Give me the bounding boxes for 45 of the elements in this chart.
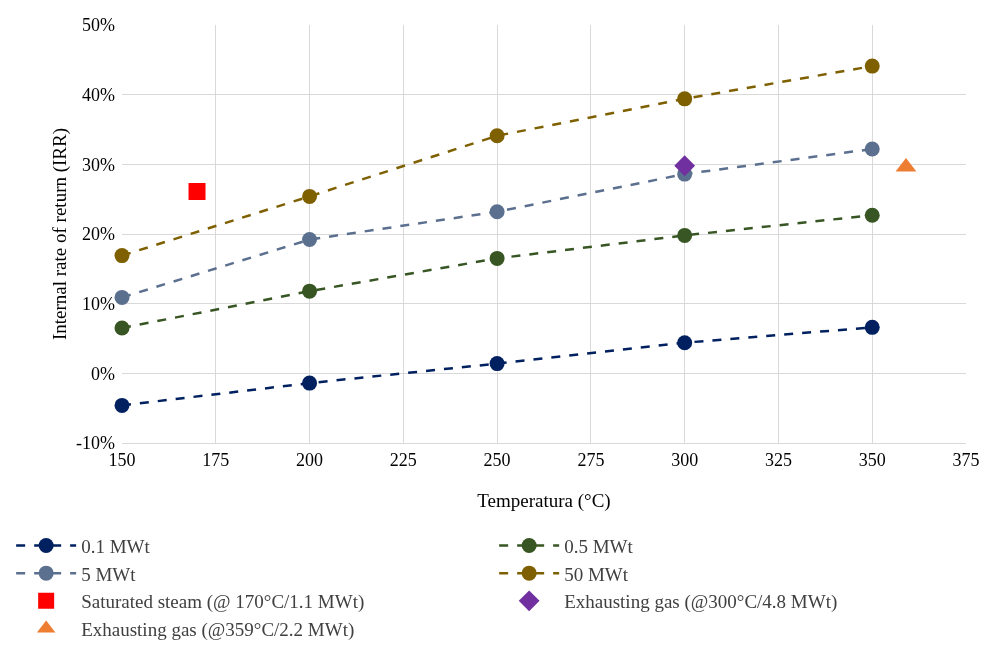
point — [114, 397, 130, 413]
point — [114, 289, 130, 305]
point — [864, 58, 880, 74]
x-tick-label: 200 — [296, 449, 324, 470]
point — [677, 91, 693, 107]
point — [114, 320, 130, 336]
x-tick-label: 175 — [202, 449, 230, 470]
point — [188, 183, 206, 200]
x-tick-label: 275 — [577, 449, 605, 470]
point — [674, 155, 696, 177]
point — [677, 335, 693, 351]
x-tick-label: 300 — [671, 449, 699, 470]
point — [677, 227, 693, 243]
legend-label: Saturated steam (@ 170°C/1.1 MWt) — [81, 591, 365, 614]
y-tick-label: 40% — [82, 84, 115, 105]
legend-label: 5 MWt — [81, 563, 137, 585]
point — [864, 207, 880, 223]
x-tick-label: 250 — [483, 449, 511, 470]
y-tick-label: 20% — [82, 224, 115, 245]
point — [302, 375, 318, 391]
point — [302, 283, 318, 299]
y-tick-label: 10% — [82, 293, 115, 314]
legend-label: 50 MWt — [564, 563, 629, 585]
legend-label: Exhausting gas (@359°C/2.2 MWt) — [81, 618, 355, 641]
point — [302, 232, 318, 248]
x-tick-label: 350 — [858, 449, 886, 470]
point — [114, 248, 130, 264]
x-tick-label: 325 — [764, 449, 792, 470]
point — [864, 141, 880, 157]
point — [489, 356, 505, 372]
legend-label: 0.1 MWt — [81, 535, 151, 557]
x-axis-title: Temperatura (°C) — [477, 490, 611, 513]
point — [864, 319, 880, 335]
x-tick-label: 225 — [389, 449, 417, 470]
legend-label: Exhausting gas (@300°C/4.8 MWt) — [564, 591, 838, 614]
point — [489, 250, 505, 266]
y-tick-label: 30% — [82, 154, 115, 175]
point — [302, 188, 318, 204]
y-axis-title: Internal rate of return (IRR) — [48, 127, 71, 341]
x-tick-label: 375 — [952, 449, 980, 470]
point — [489, 204, 505, 220]
point — [489, 128, 505, 144]
y-tick-label: 50% — [82, 15, 115, 36]
y-tick-label: 0% — [91, 363, 115, 384]
legend-label: 0.5 MWt — [564, 535, 634, 557]
